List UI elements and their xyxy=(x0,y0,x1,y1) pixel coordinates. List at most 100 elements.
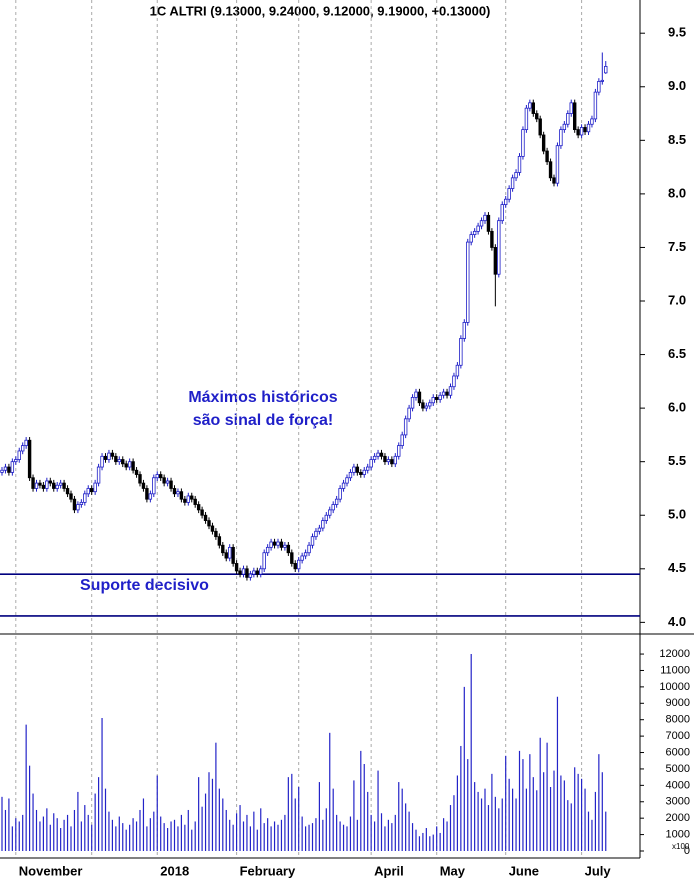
y-tick-label: 9.5 xyxy=(668,25,686,40)
candle-body xyxy=(296,559,301,570)
candle-body xyxy=(490,230,494,248)
candle-body xyxy=(586,123,591,133)
candle-body xyxy=(114,455,118,463)
candle-body xyxy=(417,391,422,404)
candle-body xyxy=(48,480,52,484)
candle-body xyxy=(535,113,539,120)
candle-body xyxy=(200,509,204,516)
candle-body xyxy=(286,544,291,554)
candle-body xyxy=(410,397,415,409)
candle-body xyxy=(424,405,429,409)
candle-body xyxy=(386,459,391,463)
candle-body xyxy=(131,461,135,471)
candle-body xyxy=(238,570,242,575)
candle-body xyxy=(183,498,187,503)
candle-body xyxy=(41,484,46,489)
candle-body xyxy=(552,177,556,184)
candle-body xyxy=(428,402,432,407)
candle-body xyxy=(265,546,270,554)
candle-body xyxy=(38,482,42,486)
candle-body xyxy=(479,220,484,227)
candle-body xyxy=(79,501,84,505)
candle-body xyxy=(203,514,208,521)
candle-body xyxy=(290,552,294,564)
y-tick-label: 6.0 xyxy=(668,400,686,415)
candle-body xyxy=(459,338,463,366)
candle-body xyxy=(107,452,111,460)
candle-body xyxy=(531,102,535,114)
candle-body xyxy=(255,570,259,575)
x-tick-label: April xyxy=(374,863,404,878)
candle-body xyxy=(134,469,139,475)
candle-body xyxy=(383,455,387,463)
candle-body xyxy=(362,469,366,475)
candle-body xyxy=(20,445,25,452)
candle-body xyxy=(276,541,280,546)
y-tick-label: 1000 xyxy=(666,828,690,840)
candle-body xyxy=(376,452,380,457)
candle-body xyxy=(145,488,149,500)
candle-body xyxy=(334,498,339,505)
annotation: são sinal de força! xyxy=(193,412,334,429)
candle-body xyxy=(445,391,449,396)
candle-body xyxy=(214,530,218,538)
y-tick-label: 5000 xyxy=(666,763,690,775)
candle-body xyxy=(152,477,156,495)
candle-body xyxy=(555,145,560,184)
candle-body xyxy=(193,498,197,505)
unit-label: x100 xyxy=(672,842,690,851)
y-tick-label: 7.5 xyxy=(668,239,686,254)
candle-body xyxy=(93,482,97,493)
y-tick-label: 5.5 xyxy=(668,453,686,468)
candle-body xyxy=(514,172,518,179)
candle-body xyxy=(110,452,115,457)
candle-body xyxy=(269,541,273,548)
candle-body xyxy=(314,530,318,538)
y-tick-label: 6000 xyxy=(666,746,690,758)
candle-body xyxy=(279,541,284,548)
y-tick-label: 4000 xyxy=(666,779,690,791)
candle-body xyxy=(303,552,308,557)
candle-body xyxy=(493,247,498,275)
y-tick-label: 7.0 xyxy=(668,292,686,307)
candle-body xyxy=(310,536,315,546)
candle-body xyxy=(138,474,142,484)
candle-body xyxy=(400,434,404,447)
candle-body xyxy=(176,491,180,495)
candle-body xyxy=(407,407,411,420)
candle-body xyxy=(165,480,170,484)
candle-body xyxy=(497,220,501,275)
candle-body xyxy=(486,214,491,232)
candle-body xyxy=(248,573,253,578)
candle-body xyxy=(241,568,246,575)
candle-body xyxy=(34,482,39,489)
candle-body xyxy=(196,504,201,511)
y-tick-label: 11000 xyxy=(660,664,690,676)
candle-body xyxy=(14,459,18,463)
candle-body xyxy=(272,541,277,546)
candle-body xyxy=(186,495,190,503)
candle-body xyxy=(65,488,70,495)
candle-body xyxy=(579,127,584,136)
candle-body xyxy=(52,482,56,489)
candle-body xyxy=(345,477,349,484)
y-tick-label: 10000 xyxy=(659,681,690,693)
candle-body xyxy=(438,394,442,400)
candle-body xyxy=(210,525,215,532)
candle-body xyxy=(569,102,573,114)
candle-body xyxy=(359,471,363,475)
candle-body xyxy=(86,488,90,495)
candle-body xyxy=(121,459,125,465)
y-tick-label: 8000 xyxy=(666,714,690,726)
candle-body xyxy=(90,488,94,493)
candle-body xyxy=(58,482,63,486)
y-tick-label: 7000 xyxy=(666,730,690,742)
candle-body xyxy=(148,493,153,500)
candle-body xyxy=(566,113,570,125)
candle-body xyxy=(372,455,377,460)
candle-body xyxy=(583,127,587,133)
candle-body xyxy=(541,134,546,152)
y-tick-label: 2000 xyxy=(666,812,690,824)
candle-body xyxy=(452,375,456,388)
